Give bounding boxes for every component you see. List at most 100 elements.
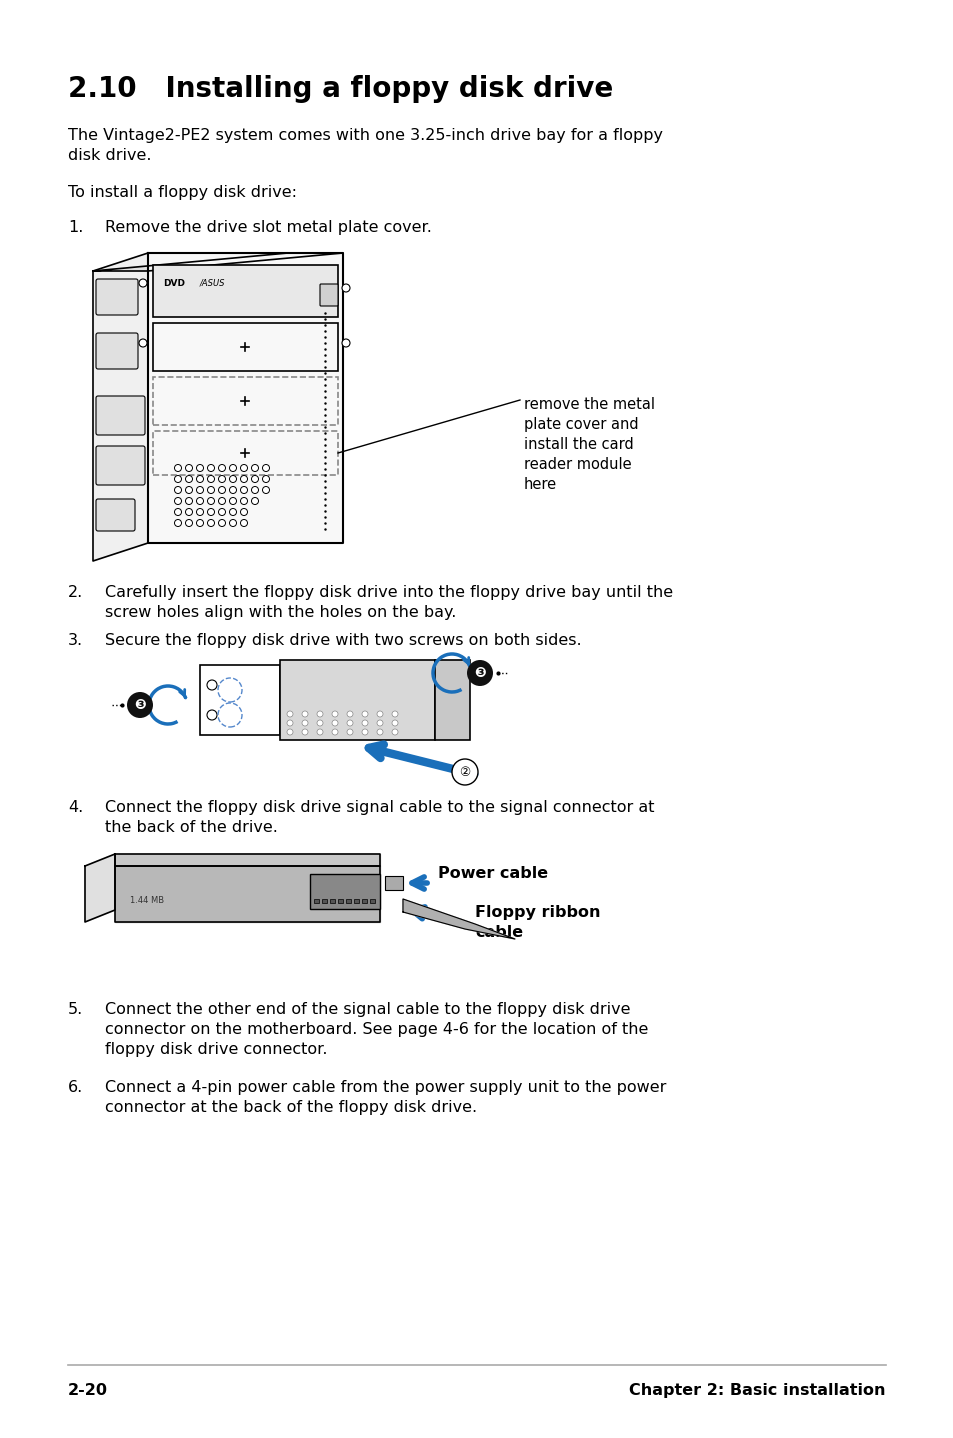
Circle shape bbox=[196, 476, 203, 483]
Polygon shape bbox=[85, 854, 115, 922]
Circle shape bbox=[392, 729, 397, 735]
FancyBboxPatch shape bbox=[370, 899, 375, 903]
Text: The Vintage2-PE2 system comes with one 3.25-inch drive bay for a floppy: The Vintage2-PE2 system comes with one 3… bbox=[68, 128, 662, 142]
FancyBboxPatch shape bbox=[152, 431, 337, 475]
Text: Power cable: Power cable bbox=[437, 866, 548, 881]
Circle shape bbox=[208, 476, 214, 483]
Text: remove the metal: remove the metal bbox=[523, 397, 655, 413]
Circle shape bbox=[230, 486, 236, 493]
Circle shape bbox=[262, 476, 269, 483]
Circle shape bbox=[361, 710, 368, 718]
Text: disk drive.: disk drive. bbox=[68, 148, 152, 162]
Circle shape bbox=[218, 486, 225, 493]
Circle shape bbox=[332, 729, 337, 735]
Circle shape bbox=[196, 486, 203, 493]
FancyBboxPatch shape bbox=[322, 899, 327, 903]
Circle shape bbox=[467, 660, 493, 686]
Circle shape bbox=[262, 486, 269, 493]
Polygon shape bbox=[148, 253, 343, 544]
Circle shape bbox=[376, 710, 382, 718]
Circle shape bbox=[208, 498, 214, 505]
Circle shape bbox=[240, 509, 247, 515]
Text: Connect a 4-pin power cable from the power supply unit to the power: Connect a 4-pin power cable from the pow… bbox=[105, 1080, 666, 1094]
Circle shape bbox=[262, 464, 269, 472]
Circle shape bbox=[361, 720, 368, 726]
FancyBboxPatch shape bbox=[96, 395, 145, 436]
FancyBboxPatch shape bbox=[96, 279, 138, 315]
Text: Chapter 2: Basic installation: Chapter 2: Basic installation bbox=[629, 1383, 885, 1398]
Text: 4.: 4. bbox=[68, 800, 83, 815]
Text: Connect the other end of the signal cable to the floppy disk drive: Connect the other end of the signal cabl… bbox=[105, 1002, 630, 1017]
Circle shape bbox=[287, 729, 293, 735]
Circle shape bbox=[185, 476, 193, 483]
FancyBboxPatch shape bbox=[152, 377, 337, 426]
FancyBboxPatch shape bbox=[337, 899, 343, 903]
Text: Remove the drive slot metal plate cover.: Remove the drive slot metal plate cover. bbox=[105, 220, 432, 234]
Text: cable: cable bbox=[475, 925, 522, 940]
Circle shape bbox=[240, 498, 247, 505]
Circle shape bbox=[196, 498, 203, 505]
Circle shape bbox=[139, 279, 147, 288]
Circle shape bbox=[127, 692, 152, 718]
Circle shape bbox=[230, 476, 236, 483]
Text: ②: ② bbox=[459, 765, 470, 778]
Text: 3.: 3. bbox=[68, 633, 83, 649]
Circle shape bbox=[174, 476, 181, 483]
Circle shape bbox=[332, 710, 337, 718]
Circle shape bbox=[392, 720, 397, 726]
Text: 2.: 2. bbox=[68, 585, 83, 600]
Text: 1.44 MB: 1.44 MB bbox=[130, 896, 164, 905]
Circle shape bbox=[287, 720, 293, 726]
Circle shape bbox=[185, 519, 193, 526]
Circle shape bbox=[332, 720, 337, 726]
Circle shape bbox=[316, 720, 323, 726]
Circle shape bbox=[347, 710, 353, 718]
Text: reader module: reader module bbox=[523, 457, 631, 472]
FancyBboxPatch shape bbox=[96, 334, 138, 370]
Circle shape bbox=[252, 498, 258, 505]
Circle shape bbox=[208, 519, 214, 526]
FancyBboxPatch shape bbox=[96, 499, 135, 531]
Circle shape bbox=[218, 519, 225, 526]
Circle shape bbox=[185, 486, 193, 493]
Polygon shape bbox=[115, 866, 379, 922]
Circle shape bbox=[452, 759, 477, 785]
Text: connector on the motherboard. See page 4-6 for the location of the: connector on the motherboard. See page 4… bbox=[105, 1022, 648, 1037]
Text: the back of the drive.: the back of the drive. bbox=[105, 820, 277, 835]
Circle shape bbox=[139, 339, 147, 347]
Circle shape bbox=[196, 509, 203, 515]
Circle shape bbox=[185, 464, 193, 472]
FancyBboxPatch shape bbox=[435, 660, 470, 741]
Circle shape bbox=[208, 509, 214, 515]
FancyBboxPatch shape bbox=[319, 283, 337, 306]
FancyBboxPatch shape bbox=[314, 899, 318, 903]
Circle shape bbox=[347, 720, 353, 726]
FancyBboxPatch shape bbox=[346, 899, 351, 903]
Circle shape bbox=[302, 729, 308, 735]
Text: install the card: install the card bbox=[523, 437, 633, 452]
Circle shape bbox=[207, 680, 216, 690]
Circle shape bbox=[185, 509, 193, 515]
Circle shape bbox=[240, 519, 247, 526]
Circle shape bbox=[347, 729, 353, 735]
Text: floppy disk drive connector.: floppy disk drive connector. bbox=[105, 1043, 327, 1057]
Circle shape bbox=[287, 710, 293, 718]
Polygon shape bbox=[92, 253, 343, 270]
Text: plate cover and: plate cover and bbox=[523, 417, 638, 431]
Circle shape bbox=[230, 464, 236, 472]
Polygon shape bbox=[92, 253, 148, 561]
Circle shape bbox=[252, 486, 258, 493]
FancyBboxPatch shape bbox=[96, 446, 145, 485]
Circle shape bbox=[196, 519, 203, 526]
FancyBboxPatch shape bbox=[354, 899, 358, 903]
Text: 6.: 6. bbox=[68, 1080, 83, 1094]
Circle shape bbox=[174, 486, 181, 493]
Circle shape bbox=[316, 729, 323, 735]
Circle shape bbox=[218, 464, 225, 472]
Text: screw holes align with the holes on the bay.: screw holes align with the holes on the … bbox=[105, 605, 456, 620]
Text: Secure the floppy disk drive with two screws on both sides.: Secure the floppy disk drive with two sc… bbox=[105, 633, 581, 649]
Circle shape bbox=[302, 710, 308, 718]
Text: Carefully insert the floppy disk drive into the floppy drive bay until the: Carefully insert the floppy disk drive i… bbox=[105, 585, 673, 600]
Circle shape bbox=[218, 509, 225, 515]
Circle shape bbox=[392, 710, 397, 718]
